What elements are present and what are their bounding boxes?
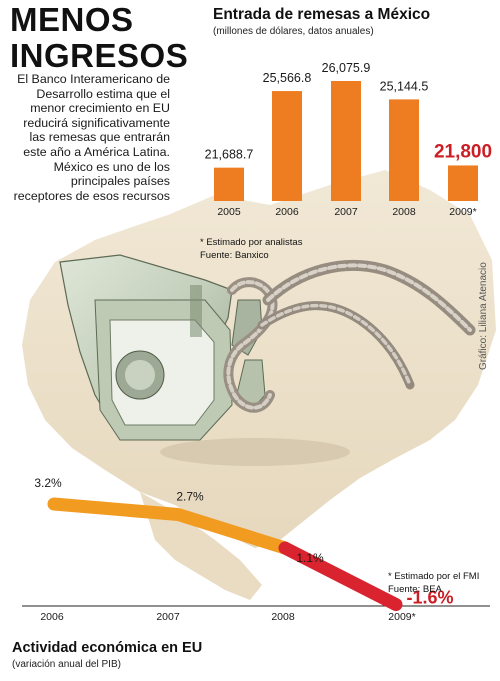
remittance-value-label: 21,688.7 (205, 148, 254, 162)
remittance-year-label: 2006 (275, 206, 299, 218)
remittance-year-label: 2005 (217, 206, 241, 218)
remittances-chart-title: Entrada de remesas a México (213, 6, 431, 23)
remittance-value-label: 25,144.5 (380, 79, 429, 93)
gdp-value-label: 1.1% (296, 551, 324, 565)
map-shadow (160, 438, 350, 466)
remittances-chart-subtitle: (millones de dólares, datos anuales) (213, 26, 374, 37)
remittance-value-label: 25,566.8 (263, 71, 312, 85)
headline-line-1: MENOS (10, 1, 134, 38)
remittance-value-label: 21,800 (434, 141, 492, 162)
headline: MENOS INGRESOS (10, 2, 188, 74)
gdp-year-label: 2008 (271, 611, 295, 623)
gdp-year-label: 2007 (156, 611, 180, 623)
remittances-note: * Estimado por analistas (200, 237, 303, 248)
gdp-value-label: 2.7% (176, 489, 204, 503)
gdp-chart-title: Actividad económica en EU (12, 640, 203, 656)
remittance-year-label: 2007 (334, 206, 358, 218)
gdp-value-label: -1.6% (406, 588, 453, 608)
remittance-bar (389, 99, 419, 201)
gdp-source: Fuente: BEA (388, 584, 442, 595)
intro-text: El Banco Interamericano de Desarrollo es… (13, 72, 170, 203)
remittances-source: Fuente: Banxico (200, 250, 269, 261)
gdp-line-forecast (278, 541, 403, 612)
remittances-notes: * Estimado por analistas Fuente: Banxico (200, 236, 302, 262)
gdp-year-label: 2006 (40, 611, 64, 623)
gdp-line-historical (47, 497, 292, 555)
remittance-bar (214, 167, 244, 201)
remittance-year-label: 2008 (392, 206, 416, 218)
gdp-year-label: 2009* (388, 611, 415, 623)
remittance-value-label: 26,075.9 (322, 61, 371, 75)
headline-line-2: INGRESOS (10, 37, 189, 74)
gdp-value-label: 3.2% (34, 476, 62, 490)
remittances-bar-chart: 21,688.7 2005 25,566.8 2006 26,075.9 2007 25,1… (205, 61, 492, 218)
rope (223, 259, 476, 413)
remittance-bar (331, 81, 361, 201)
remittance-bar (272, 91, 302, 201)
gdp-chart-subtitle: (variación anual del PIB) (12, 659, 121, 670)
dollar-bill-roll (59, 254, 266, 441)
gdp-notes: * Estimado por el FMI Fuente: BEA (388, 570, 479, 596)
remittance-bar (448, 165, 478, 201)
remittance-year-label: 2009* (449, 206, 476, 218)
gdp-note: * Estimado por el FMI (388, 571, 480, 582)
